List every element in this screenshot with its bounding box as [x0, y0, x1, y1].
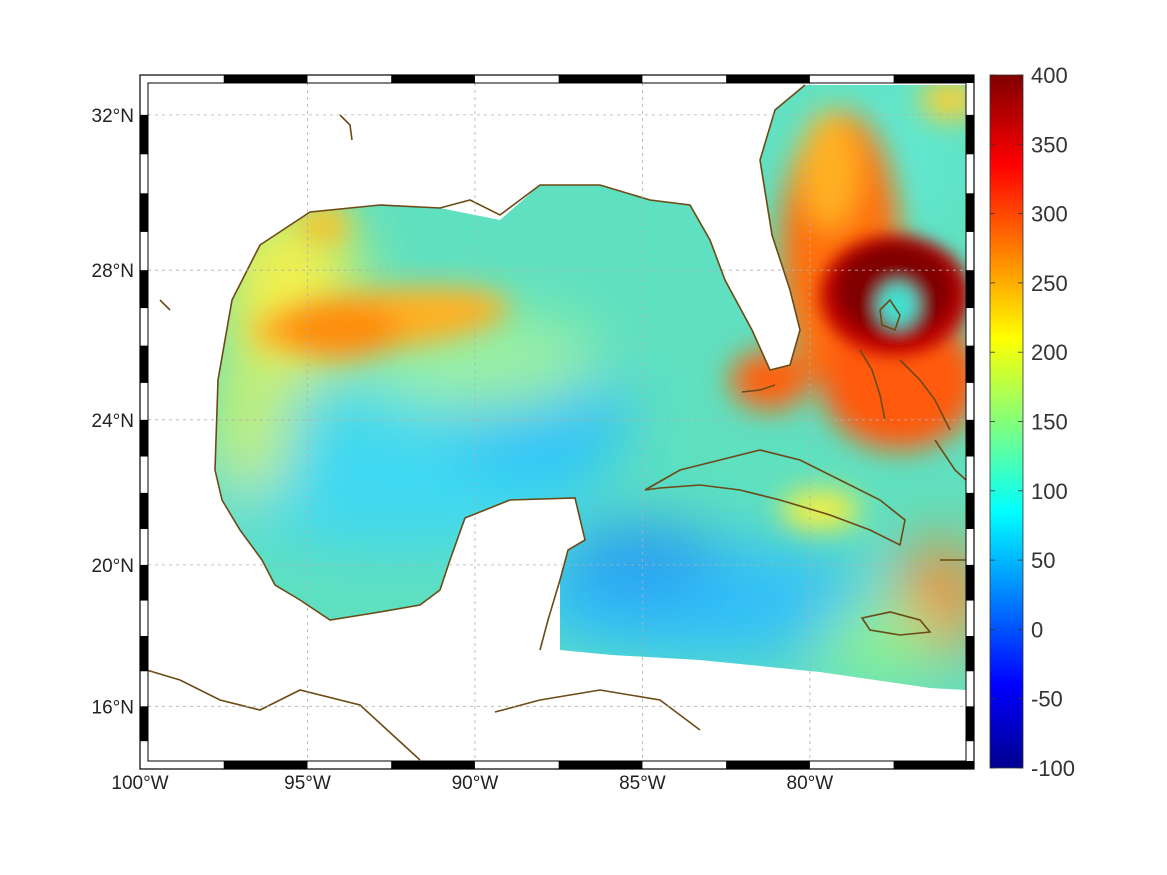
frame-segment [558, 761, 643, 769]
lat-tick-label: 16°N [92, 697, 134, 718]
frame-segment [223, 75, 308, 83]
frame-segment [966, 706, 974, 742]
frame-segment [966, 492, 974, 530]
colorbar-tick-label: 150 [1031, 410, 1068, 435]
longitude-labels: 100°W 95°W 90°W 85°W 80°W [111, 773, 833, 794]
frame-segment [726, 75, 810, 83]
colorbar-tick-label: -100 [1031, 756, 1075, 781]
colorbar-gradient [989, 74, 1024, 769]
colorbar-tick-label: 0 [1031, 617, 1043, 642]
lat-tick-label: 32°N [92, 106, 134, 127]
lon-tick-label: 95°W [284, 773, 331, 794]
colorbar-ticks: 400 350 300 250 200 150 100 50 0 -50 -100 [990, 63, 1075, 781]
coastlines [148, 84, 966, 761]
frame-segment [140, 636, 148, 672]
frame-segment [966, 270, 974, 309]
frame-segment [966, 114, 974, 155]
lon-tick-label: 80°W [787, 773, 834, 794]
colorbar: 400 350 300 250 200 150 100 50 0 -50 -100 [989, 63, 1075, 781]
lat-tick-label: 20°N [92, 556, 134, 577]
lon-tick-label: 100°W [111, 773, 168, 794]
lon-tick-label: 85°W [619, 773, 666, 794]
frame-segment [558, 75, 643, 83]
frame-segment [140, 193, 148, 232]
lon-tick-label: 90°W [452, 773, 499, 794]
colorbar-tick-label: -50 [1031, 687, 1063, 712]
sea-surface-field [215, 85, 966, 690]
frame-segment [223, 761, 308, 769]
frame-segment [140, 114, 148, 155]
frame-segment [966, 419, 974, 457]
lat-tick-label: 24°N [92, 411, 134, 432]
frame-segment [893, 75, 974, 83]
colorbar-tick-label: 400 [1031, 63, 1068, 88]
frame-segment [966, 345, 974, 383]
frame-segment [726, 761, 810, 769]
frame-segment [140, 270, 148, 309]
frame-segment [140, 492, 148, 530]
lat-tick-label: 28°N [92, 261, 134, 282]
latitude-labels: 16°N 20°N 24°N 28°N 32°N [92, 106, 134, 718]
frame-segment [966, 564, 974, 601]
colorbar-tick-label: 200 [1031, 340, 1068, 365]
graticule [148, 83, 966, 761]
frame-segment [140, 564, 148, 601]
colorbar-tick-label: 300 [1031, 202, 1068, 227]
colorbar-tick-label: 100 [1031, 479, 1068, 504]
frame-segment [140, 419, 148, 457]
frame-segment [140, 345, 148, 383]
frame-segment [140, 706, 148, 742]
map-frame [139, 74, 975, 770]
colorbar-tick-label: 250 [1031, 271, 1068, 296]
colorbar-tick-label: 50 [1031, 548, 1055, 573]
frame-segment [391, 75, 475, 83]
frame-segment [966, 636, 974, 672]
frame-segment [893, 761, 974, 769]
frame-segment [391, 761, 475, 769]
colorbar-tick-label: 350 [1031, 132, 1068, 157]
frame-segment [966, 193, 974, 232]
